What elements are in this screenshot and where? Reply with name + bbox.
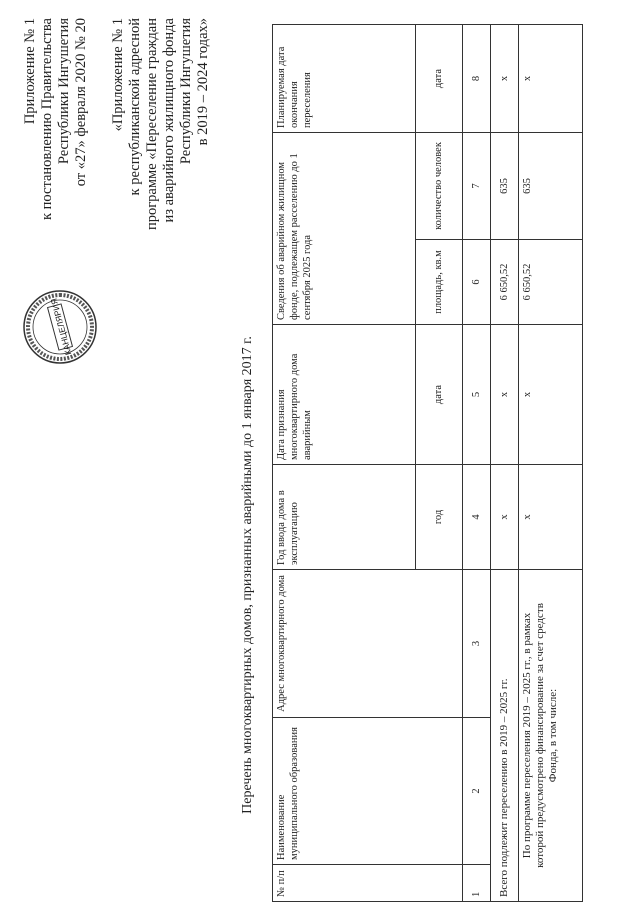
table-row-program: По программе переселения 2019 – 2025 гг.… <box>518 24 583 902</box>
column-number: 4 <box>462 464 491 570</box>
appendix-line: Приложение № 1 <box>22 18 38 125</box>
subheader-area: площадь, кв.м <box>415 239 463 325</box>
column-number: 1 <box>462 864 491 902</box>
appendix-program-reference: «Приложение № 1 к республиканской адресн… <box>110 18 212 230</box>
program-year: x <box>518 464 583 570</box>
column-number: 2 <box>462 717 491 865</box>
total-people: 635 <box>490 132 519 240</box>
program-label-line: По программе переселения 2019 – 2025 гг.… <box>520 612 533 859</box>
program-area: 6 650,52 <box>518 239 583 325</box>
appendix-order-reference: Приложение № 1 к постановлению Правитель… <box>22 18 90 220</box>
header-num: № п/п <box>272 864 463 902</box>
appendix-line: от «27» февраля 2020 № 20 <box>73 18 89 187</box>
header-municipality: Наименование муниципального образования <box>272 717 463 865</box>
total-label: Всего подлежит переселению в 2019 – 2025… <box>490 569 519 902</box>
appendix-line: Республики Ингушетия <box>56 18 72 165</box>
emergency-housing-table: № п/п Наименование муниципального образо… <box>272 24 583 902</box>
subheader-year: год <box>415 464 463 570</box>
total-date: x <box>490 324 519 465</box>
chancellery-stamp: КАНЦЕЛЯРИЯ <box>23 290 97 364</box>
appendix-line: Республики Ингушетия <box>178 18 194 165</box>
table-row-total: Всего подлежит переселению в 2019 – 2025… <box>490 24 519 902</box>
program-planned: x <box>518 24 583 133</box>
appendix-line: к республиканской адресной <box>127 18 143 196</box>
column-number: 3 <box>462 569 491 718</box>
appendix-line: из аварийного жилищного фонда <box>161 18 177 223</box>
header-planned: Планируемая дата окончания переселения <box>272 24 416 133</box>
program-people: 635 <box>518 132 583 240</box>
subheader-planned: дата <box>415 24 463 133</box>
column-number-row: 1 2 3 4 5 6 7 8 <box>462 24 491 902</box>
page-title: Перечень многоквартирных домов, признанн… <box>240 336 255 814</box>
appendix-line: «Приложение № 1 <box>110 18 126 132</box>
header-emergency-date: Дата признания многоквартирного дома ава… <box>272 324 416 465</box>
column-number: 7 <box>462 132 491 240</box>
program-label: По программе переселения 2019 – 2025 гг.… <box>518 569 583 902</box>
total-area: 6 650,52 <box>490 239 519 325</box>
program-label-line: Фонда, в том числе: <box>546 688 559 783</box>
subheader-date: дата <box>415 324 463 465</box>
column-number: 8 <box>462 24 491 133</box>
header-housing: Сведения об аварийном жилищном фонде, по… <box>272 132 416 325</box>
program-date: x <box>518 324 583 465</box>
total-planned: x <box>490 24 519 133</box>
column-number: 6 <box>462 239 491 325</box>
appendix-line: в 2019 – 2024 годах» <box>195 18 211 146</box>
total-year: x <box>490 464 519 570</box>
program-label-line: которой предусмотрено финансирование за … <box>533 603 546 868</box>
column-number: 5 <box>462 324 491 465</box>
header-row: № п/п Наименование муниципального образо… <box>272 24 463 902</box>
appendix-line: к постановлению Правительства <box>39 18 55 220</box>
header-year: Год ввода дома в эксплуатацию <box>272 464 416 570</box>
header-address: Адрес многоквартирного дома <box>272 569 463 718</box>
appendix-line: программе «Переселение граждан <box>144 18 160 231</box>
subheader-people: количество человек <box>415 132 463 240</box>
